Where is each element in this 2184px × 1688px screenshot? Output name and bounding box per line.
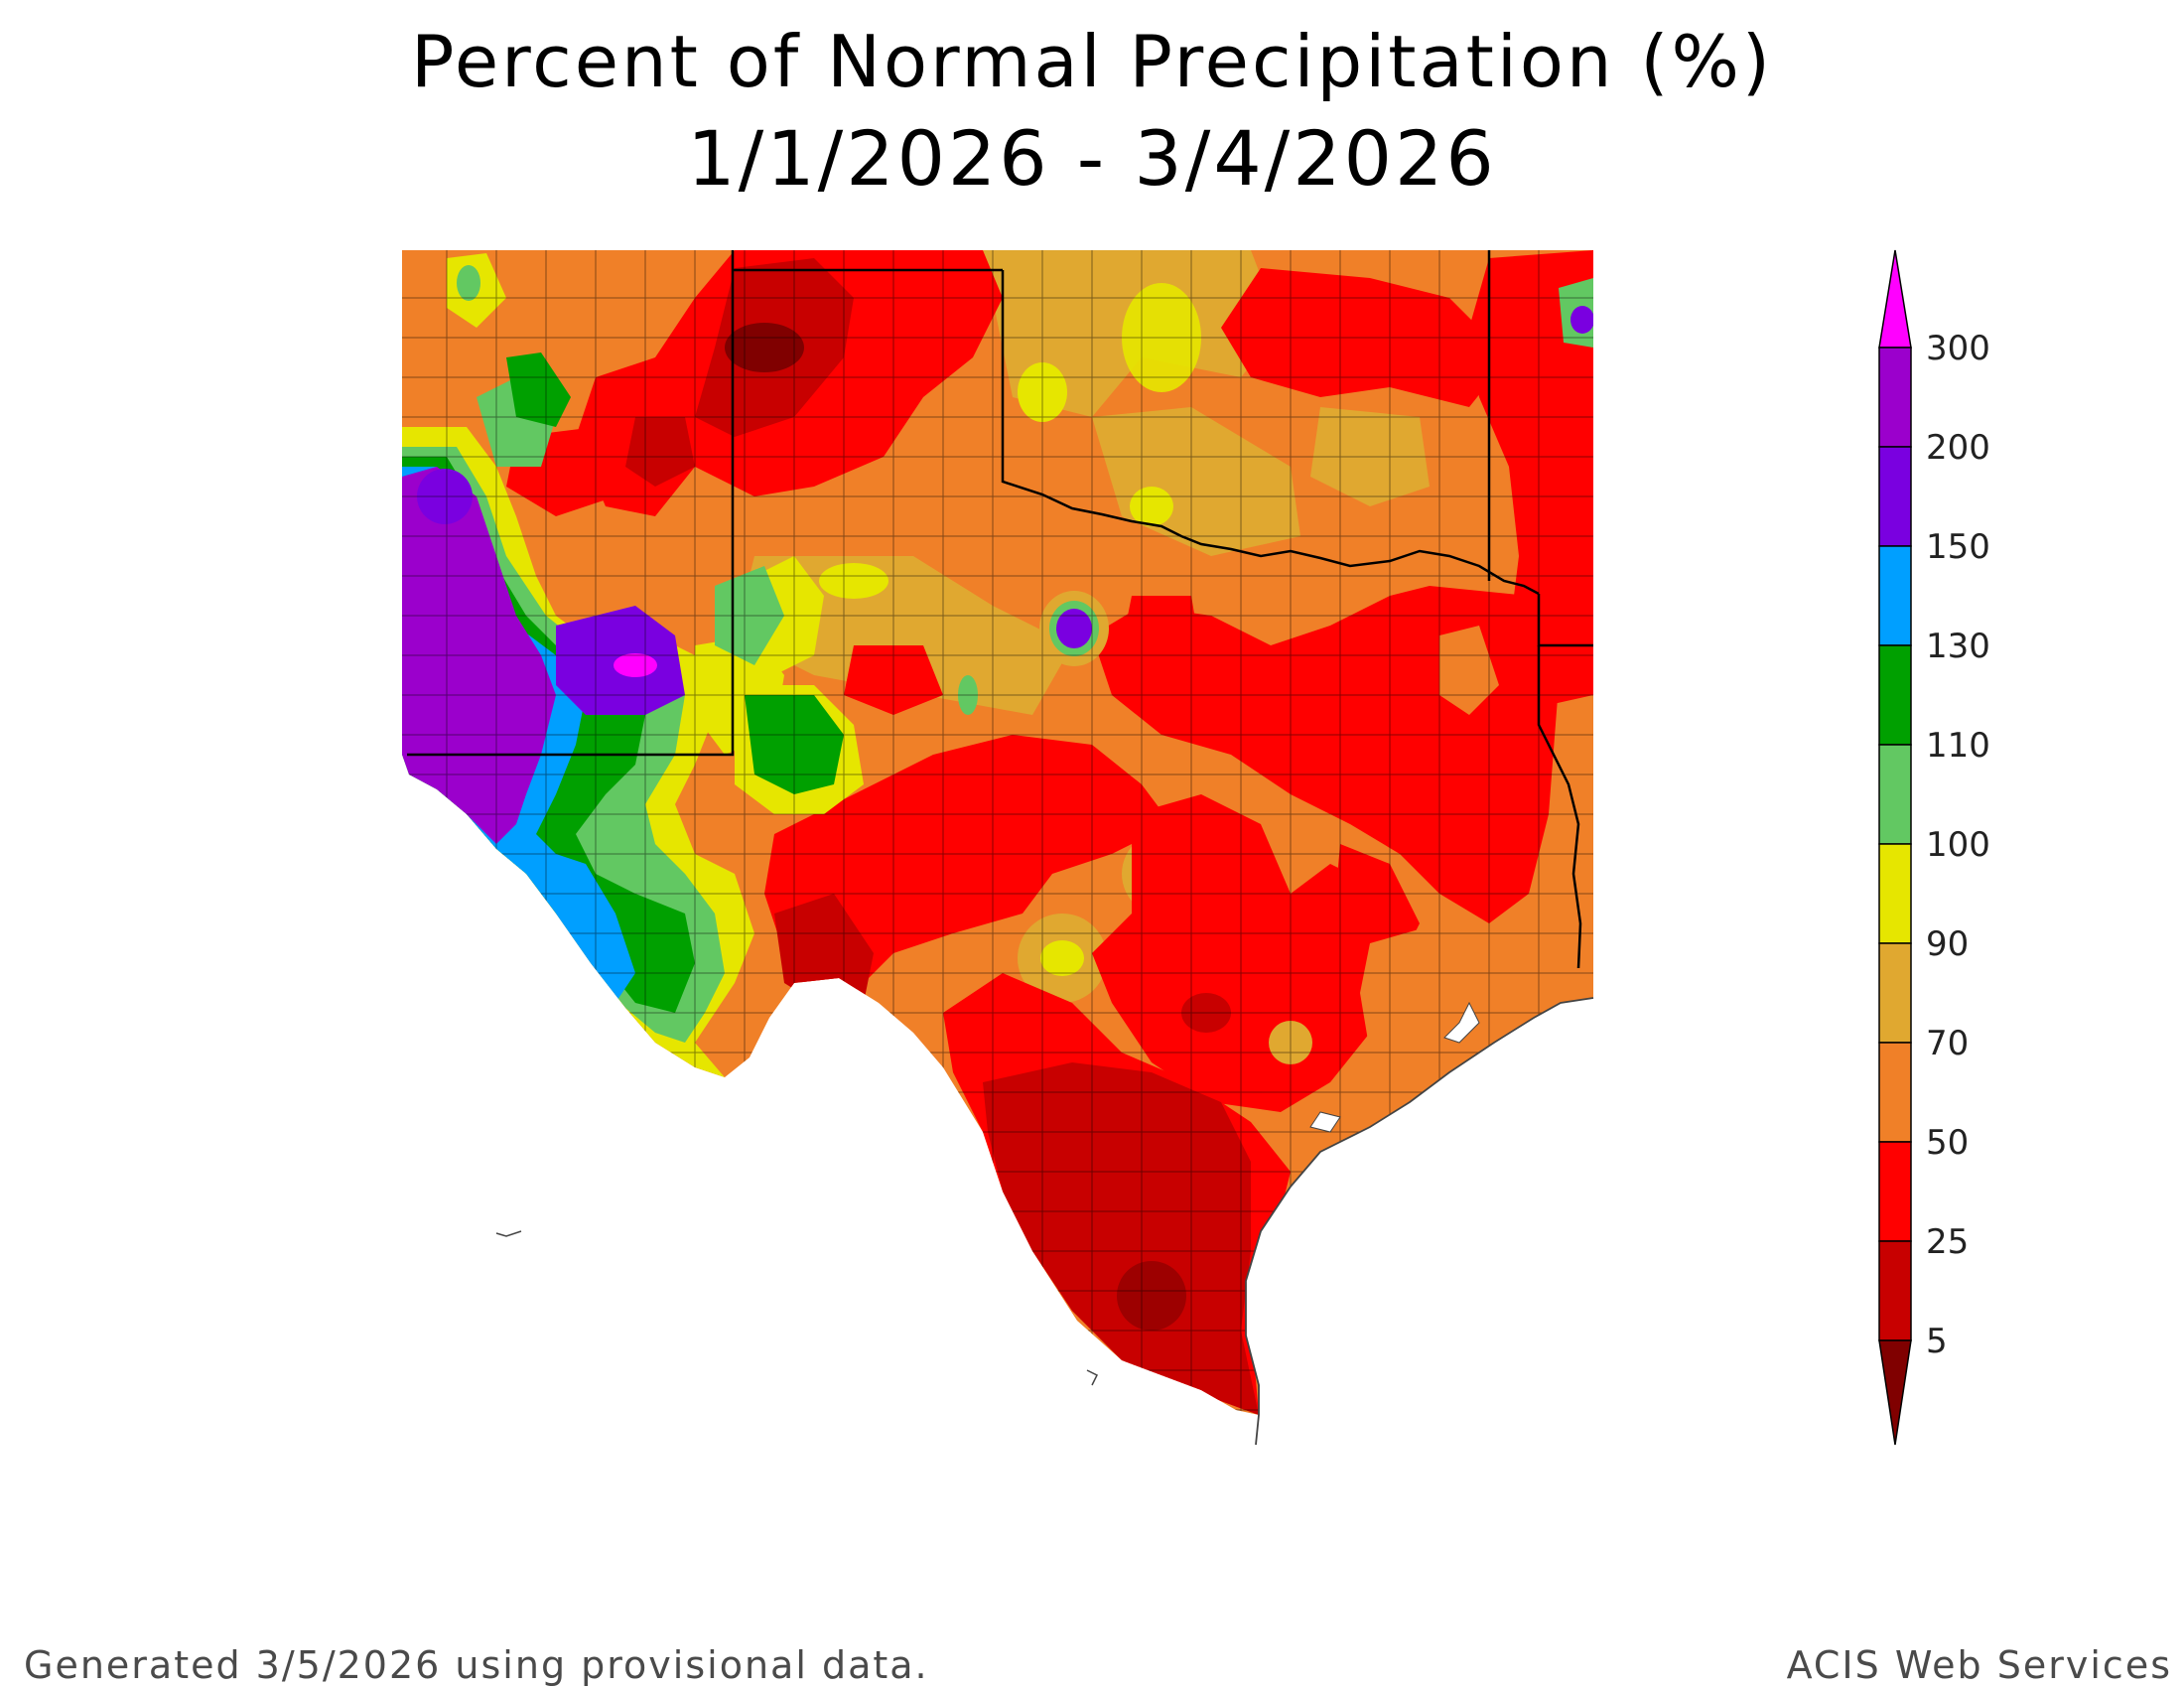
legend-swatch-110-130 (1878, 644, 1912, 746)
legend-swatch-90-100 (1878, 843, 1912, 944)
legend-label: 70 (1926, 1024, 1969, 1063)
legend-arrow-bottom (1878, 1339, 1912, 1446)
legend-label: 300 (1926, 329, 1990, 368)
legend-label: 200 (1926, 428, 1990, 468)
galveston-bay (1443, 1001, 1480, 1044)
legend-swatch-200-300 (1878, 347, 1912, 448)
legend-label: 130 (1926, 627, 1990, 666)
legend-swatch-50-70 (1878, 1042, 1912, 1143)
legend-label: 50 (1926, 1123, 1969, 1163)
legend-swatch-130-150 (1878, 545, 1912, 646)
legend-label: 25 (1926, 1222, 1969, 1262)
generated-note: Generated 3/5/2026 using provisional dat… (24, 1643, 929, 1687)
lake-outline (1086, 1369, 1099, 1386)
date-range-title: 1/1/2026 - 3/4/2026 (687, 114, 1497, 203)
legend-label: 90 (1926, 924, 1969, 964)
legend-swatch-150-200 (1878, 446, 1912, 547)
legend-swatch-100-110 (1878, 744, 1912, 845)
legend-label: 150 (1926, 527, 1990, 567)
matagorda-bay (1309, 1111, 1341, 1133)
state-boundaries (407, 250, 1593, 969)
gulf-coastline (1245, 997, 1594, 1446)
source-credit: ACIS Web Services (1786, 1643, 2172, 1687)
legend-swatch-5-25 (1878, 1240, 1912, 1341)
offshore-island (495, 1230, 522, 1237)
legend-swatch-25-50 (1878, 1141, 1912, 1242)
legend-label: 110 (1926, 726, 1990, 766)
legend-arrow-top (1878, 249, 1912, 349)
legend-swatch-70-90 (1878, 942, 1912, 1044)
legend-label: 100 (1926, 825, 1990, 865)
county-boundaries (402, 250, 1593, 1415)
map-title: Percent of Normal Precipitation (%) (411, 20, 1773, 103)
legend-label: 5 (1926, 1322, 1948, 1361)
